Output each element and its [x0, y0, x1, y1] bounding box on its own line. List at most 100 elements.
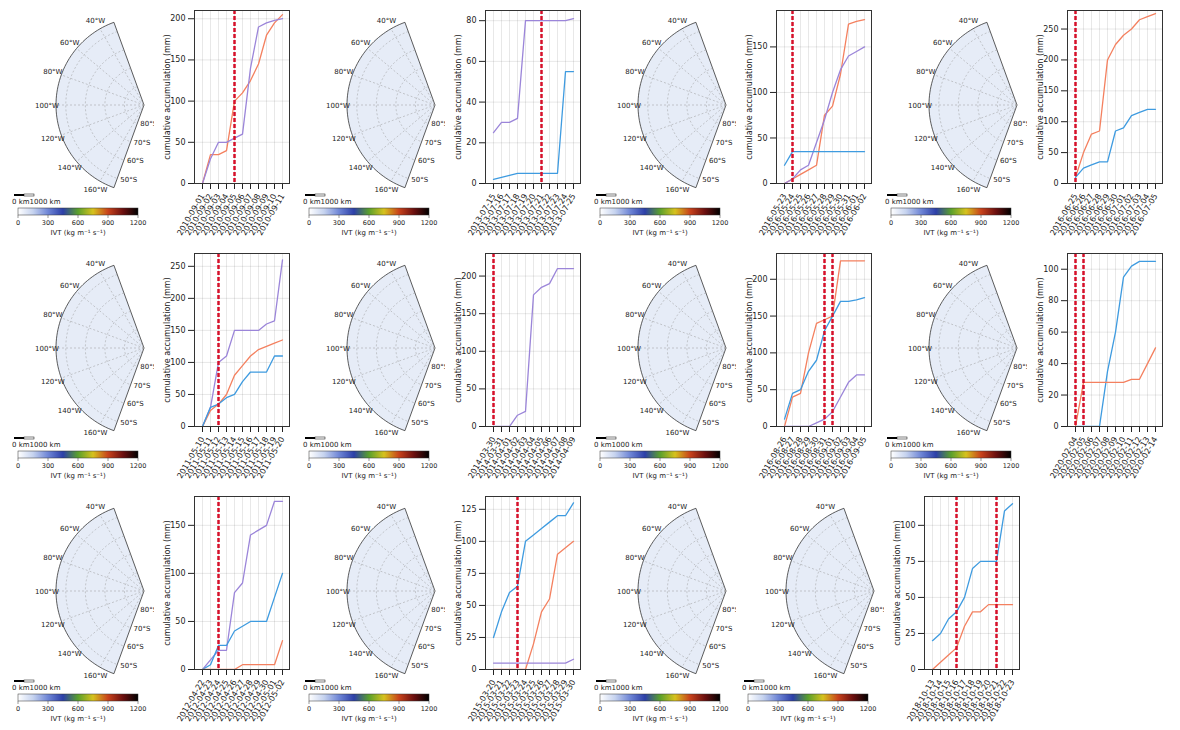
svg-text:140°W: 140°W	[349, 650, 373, 658]
svg-text:40°W: 40°W	[959, 17, 978, 25]
svg-text:40: 40	[1048, 359, 1058, 368]
svg-text:60°S: 60°S	[709, 643, 726, 651]
svg-text:300: 300	[333, 705, 345, 713]
svg-text:2016-07-05: 2016-07-05	[1128, 192, 1159, 237]
svg-text:120°W: 120°W	[332, 621, 356, 629]
svg-text:60°W: 60°W	[351, 282, 370, 290]
svg-text:600: 600	[72, 705, 84, 713]
svg-text:200: 200	[170, 14, 185, 23]
svg-text:160°W: 160°W	[84, 186, 108, 194]
svg-text:0 km1000 km: 0 km1000 km	[303, 684, 352, 692]
svg-text:160°W: 160°W	[957, 186, 981, 194]
svg-text:50: 50	[757, 385, 767, 394]
svg-text:100°W: 100°W	[617, 588, 641, 596]
svg-text:50°S: 50°S	[702, 662, 719, 670]
svg-text:2013-07-25: 2013-07-25	[546, 192, 577, 237]
svg-text:40°W: 40°W	[377, 503, 396, 511]
svg-text:100°W: 100°W	[35, 102, 59, 110]
svg-text:60°S: 60°S	[1000, 157, 1017, 165]
svg-text:40°W: 40°W	[816, 503, 835, 511]
svg-text:0 km1000 km: 0 km1000 km	[885, 198, 934, 206]
svg-text:300: 300	[624, 462, 636, 470]
svg-text:20: 20	[1048, 391, 1058, 400]
svg-text:50: 50	[175, 138, 185, 147]
svg-text:60°S: 60°S	[127, 643, 144, 651]
svg-text:0: 0	[762, 179, 767, 188]
svg-text:60°W: 60°W	[60, 39, 79, 47]
svg-text:300: 300	[624, 219, 636, 227]
svg-text:120°W: 120°W	[41, 135, 65, 143]
svg-text:80°S: 80°S	[870, 606, 884, 614]
svg-text:100°W: 100°W	[765, 588, 789, 596]
svg-text:0 km1000 km: 0 km1000 km	[742, 684, 791, 692]
svg-text:100°W: 100°W	[617, 345, 641, 353]
svg-text:IVT (kg m⁻¹ s⁻¹): IVT (kg m⁻¹ s⁻¹)	[341, 715, 397, 723]
svg-text:0 km1000 km: 0 km1000 km	[12, 684, 61, 692]
svg-text:80°S: 80°S	[140, 606, 154, 614]
svg-text:0: 0	[598, 219, 602, 227]
svg-text:900: 900	[102, 219, 114, 227]
svg-text:2016-06-02: 2016-06-02	[837, 192, 868, 237]
svg-text:900: 900	[684, 705, 696, 713]
svg-text:50: 50	[905, 593, 915, 602]
svg-text:1200: 1200	[1003, 219, 1020, 227]
svg-text:0: 0	[1053, 422, 1058, 431]
svg-text:160°W: 160°W	[666, 186, 690, 194]
svg-text:50°S: 50°S	[411, 419, 428, 427]
svg-text:80°W: 80°W	[773, 554, 792, 562]
svg-text:900: 900	[684, 462, 696, 470]
svg-text:160°W: 160°W	[814, 672, 838, 680]
svg-text:60°S: 60°S	[709, 400, 726, 408]
svg-text:0 km1000 km: 0 km1000 km	[594, 684, 643, 692]
svg-text:70°S: 70°S	[134, 382, 151, 390]
svg-text:160°W: 160°W	[666, 429, 690, 437]
svg-text:0 km1000 km: 0 km1000 km	[12, 441, 61, 449]
svg-text:150: 150	[752, 42, 767, 51]
svg-text:0: 0	[1053, 179, 1058, 188]
svg-text:0 km1000 km: 0 km1000 km	[594, 441, 643, 449]
svg-text:100: 100	[900, 521, 915, 530]
svg-text:160°W: 160°W	[957, 429, 981, 437]
svg-text:900: 900	[393, 462, 405, 470]
svg-text:900: 900	[102, 462, 114, 470]
svg-text:50°S: 50°S	[411, 662, 428, 670]
svg-text:1200: 1200	[421, 705, 438, 713]
svg-text:60°W: 60°W	[933, 39, 952, 47]
svg-text:60: 60	[1048, 328, 1058, 337]
svg-text:80°W: 80°W	[916, 68, 935, 76]
svg-text:100°W: 100°W	[326, 102, 350, 110]
svg-text:50: 50	[175, 390, 185, 399]
svg-text:80°S: 80°S	[722, 363, 736, 371]
svg-text:160°W: 160°W	[375, 429, 399, 437]
svg-text:120°W: 120°W	[623, 621, 647, 629]
svg-text:60°S: 60°S	[857, 643, 874, 651]
svg-text:150: 150	[752, 312, 767, 321]
svg-text:0: 0	[471, 422, 476, 431]
svg-text:150: 150	[170, 55, 185, 64]
svg-text:70°S: 70°S	[425, 139, 442, 147]
svg-text:200: 200	[1043, 55, 1058, 64]
svg-text:0: 0	[307, 705, 311, 713]
svg-text:70°S: 70°S	[716, 625, 733, 633]
svg-text:300: 300	[42, 705, 54, 713]
svg-text:80°W: 80°W	[43, 311, 62, 319]
svg-text:0: 0	[307, 219, 311, 227]
svg-text:1200: 1200	[712, 219, 729, 227]
svg-text:25: 25	[466, 633, 476, 642]
svg-text:70°S: 70°S	[425, 625, 442, 633]
svg-text:IVT (kg m⁻¹ s⁻¹): IVT (kg m⁻¹ s⁻¹)	[923, 229, 979, 237]
svg-text:IVT (kg m⁻¹ s⁻¹): IVT (kg m⁻¹ s⁻¹)	[780, 715, 836, 723]
svg-text:80°S: 80°S	[431, 363, 445, 371]
svg-text:100: 100	[170, 358, 185, 367]
svg-text:2014-04-09: 2014-04-09	[546, 435, 577, 480]
svg-text:1200: 1200	[130, 705, 147, 713]
svg-text:160°W: 160°W	[375, 186, 399, 194]
svg-text:100°W: 100°W	[617, 102, 641, 110]
svg-text:140°W: 140°W	[931, 164, 955, 172]
svg-text:1200: 1200	[130, 462, 147, 470]
svg-text:60°W: 60°W	[642, 39, 661, 47]
svg-text:0 km1000 km: 0 km1000 km	[303, 198, 352, 206]
svg-text:IVT (kg m⁻¹ s⁻¹): IVT (kg m⁻¹ s⁻¹)	[632, 472, 688, 480]
svg-text:1200: 1200	[130, 219, 147, 227]
svg-text:0: 0	[762, 422, 767, 431]
